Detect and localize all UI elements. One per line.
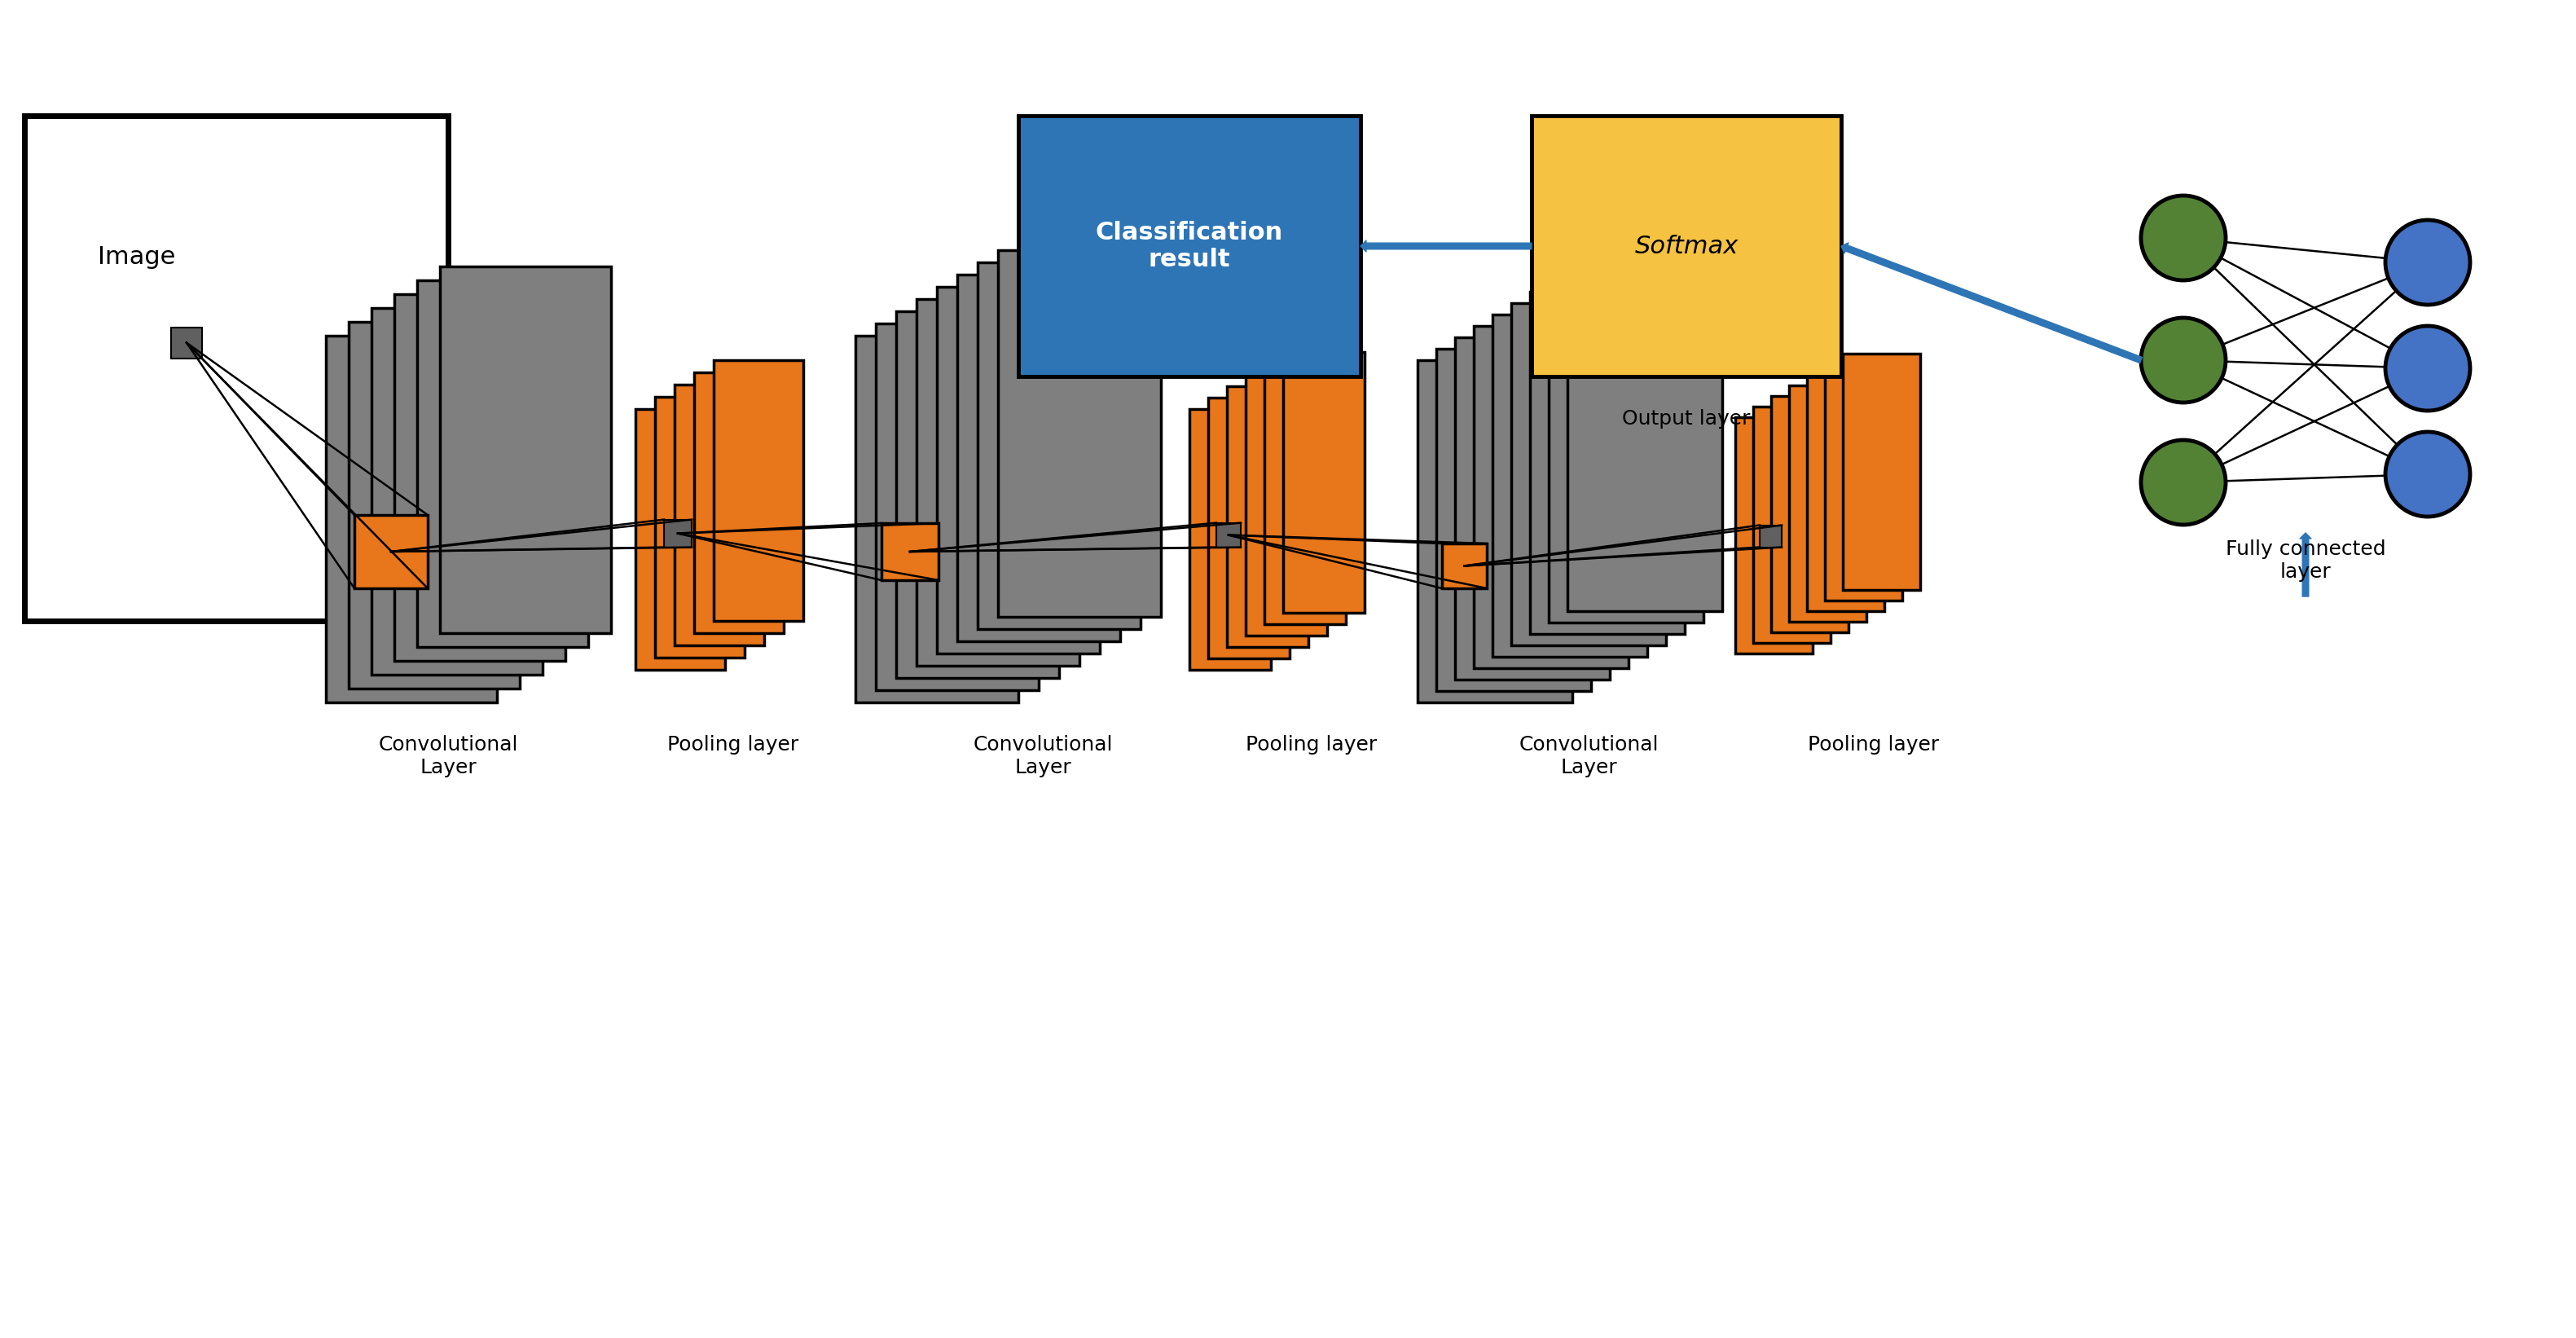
- Bar: [1566, 269, 1723, 611]
- Text: Pooling layer: Pooling layer: [1247, 735, 1378, 755]
- Bar: [654, 397, 744, 657]
- Bar: [1533, 115, 1842, 376]
- Circle shape: [2385, 326, 2470, 411]
- Bar: [665, 519, 693, 547]
- Bar: [1754, 407, 1832, 644]
- Bar: [1417, 360, 1571, 702]
- Bar: [714, 360, 804, 621]
- Text: Convolutional
Layer: Convolutional Layer: [974, 735, 1113, 777]
- Circle shape: [2141, 440, 2226, 524]
- Bar: [636, 409, 724, 670]
- Text: Classification
result: Classification result: [1095, 221, 1283, 272]
- Circle shape: [2141, 195, 2226, 281]
- Circle shape: [2385, 432, 2470, 516]
- Bar: [1806, 375, 1883, 611]
- Bar: [1759, 526, 1783, 547]
- Text: Convolutional
Layer: Convolutional Layer: [379, 735, 518, 777]
- Bar: [348, 322, 520, 689]
- Bar: [1216, 523, 1242, 547]
- Bar: [881, 523, 938, 581]
- Bar: [1548, 281, 1703, 622]
- Text: Softmax: Softmax: [1636, 234, 1739, 258]
- Bar: [958, 274, 1121, 641]
- Bar: [917, 300, 1079, 666]
- Bar: [1772, 396, 1850, 633]
- Text: Image: Image: [98, 245, 175, 269]
- Bar: [371, 308, 544, 674]
- Bar: [1824, 364, 1901, 601]
- Bar: [1190, 409, 1270, 670]
- Bar: [979, 262, 1141, 629]
- Bar: [1018, 115, 1360, 376]
- Bar: [1530, 292, 1685, 634]
- Bar: [1512, 304, 1667, 645]
- Bar: [855, 336, 1018, 702]
- Bar: [896, 312, 1059, 678]
- Text: Pooling layer: Pooling layer: [667, 735, 799, 755]
- Bar: [997, 250, 1162, 617]
- Bar: [1443, 543, 1486, 589]
- Bar: [23, 115, 448, 621]
- Circle shape: [2385, 219, 2470, 305]
- Text: Output layer: Output layer: [1623, 409, 1752, 428]
- Bar: [1455, 337, 1610, 680]
- Bar: [170, 328, 201, 359]
- Bar: [1265, 364, 1345, 625]
- Bar: [1473, 326, 1628, 668]
- Bar: [938, 286, 1100, 653]
- Bar: [417, 281, 587, 648]
- Bar: [1842, 353, 1919, 590]
- Bar: [675, 384, 765, 645]
- Bar: [693, 372, 783, 633]
- Bar: [1492, 314, 1646, 657]
- Bar: [394, 294, 564, 661]
- Bar: [355, 515, 428, 589]
- Bar: [1247, 375, 1327, 636]
- Text: Convolutional
Layer: Convolutional Layer: [1520, 735, 1659, 777]
- Bar: [1226, 387, 1309, 648]
- Bar: [327, 336, 497, 702]
- Bar: [1736, 417, 1814, 653]
- Bar: [1208, 397, 1291, 658]
- Bar: [1437, 349, 1592, 690]
- Text: Fully connected
layer: Fully connected layer: [2226, 539, 2385, 582]
- Bar: [1788, 385, 1868, 622]
- Bar: [440, 266, 611, 633]
- Bar: [876, 324, 1038, 690]
- Bar: [1283, 352, 1365, 613]
- Text: Pooling layer: Pooling layer: [1808, 735, 1940, 755]
- Circle shape: [2141, 318, 2226, 403]
